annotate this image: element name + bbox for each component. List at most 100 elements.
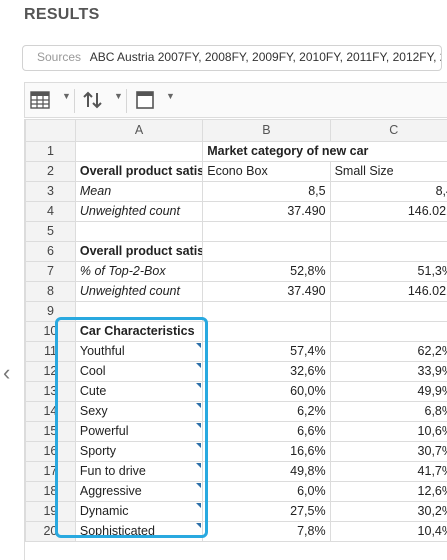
chevron-left-icon[interactable]: ‹: [3, 360, 11, 385]
row-number[interactable]: 17: [25, 461, 76, 482]
table-row: 10 Car Characteristics: [25, 321, 447, 342]
cell-b[interactable]: 32,6%: [202, 361, 331, 382]
cell-c[interactable]: 10,6%: [329, 421, 447, 442]
row-number[interactable]: 18: [25, 481, 76, 502]
cell-b[interactable]: 16,6%: [202, 441, 331, 462]
cell-a[interactable]: Car Characteristics: [74, 321, 204, 342]
cell-b[interactable]: 7,8%: [202, 521, 331, 542]
cell-a[interactable]: [74, 221, 204, 242]
corner-cell[interactable]: [25, 119, 76, 142]
column-header-b[interactable]: B: [202, 119, 331, 142]
cell-a[interactable]: Fun to drive: [74, 461, 204, 482]
cell-b[interactable]: 6,6%: [202, 421, 331, 442]
cell-a[interactable]: Cool: [74, 361, 204, 382]
row-number[interactable]: 16: [25, 441, 76, 462]
frame-icon[interactable]: [135, 90, 155, 112]
row-number[interactable]: 2: [25, 161, 76, 182]
row-number[interactable]: 3: [25, 181, 76, 202]
cell-c[interactable]: [329, 241, 447, 262]
row-number[interactable]: 5: [25, 221, 76, 242]
row-number[interactable]: 11: [25, 341, 76, 362]
cell-b[interactable]: 8,5: [202, 181, 331, 202]
cell-c[interactable]: 33,9%: [329, 361, 447, 382]
cell-a[interactable]: Overall product satisfaction: [74, 161, 204, 182]
cell-c[interactable]: [329, 321, 447, 342]
cell-b[interactable]: 52,8%: [202, 261, 331, 282]
cell-a[interactable]: Powerful: [74, 421, 204, 442]
cell-c[interactable]: [329, 221, 447, 242]
row-number[interactable]: 20: [25, 521, 76, 542]
cell-a[interactable]: Cute: [74, 381, 204, 402]
cell-b[interactable]: [202, 241, 331, 262]
cell-c[interactable]: [329, 301, 447, 322]
cell-c[interactable]: 51,3%: [329, 261, 447, 282]
cell-c[interactable]: 146.021: [329, 281, 447, 302]
cell-b[interactable]: 6,2%: [202, 401, 331, 422]
frame-menu-chevron-down-icon[interactable]: ▼: [166, 91, 175, 101]
sources-field[interactable]: Sources ABC Austria 2007FY, 2008FY, 2009…: [22, 45, 442, 71]
row-number[interactable]: 10: [25, 321, 76, 342]
column-header-c[interactable]: C: [329, 119, 447, 142]
cell-a[interactable]: Youthful: [74, 341, 204, 362]
cell-c[interactable]: 12,6%: [329, 481, 447, 502]
column-header-a[interactable]: A: [74, 119, 204, 142]
cell-c[interactable]: 10,4%: [329, 521, 447, 542]
cell-a[interactable]: Mean: [74, 181, 204, 202]
cell-a[interactable]: Aggressive: [74, 481, 204, 502]
cell-a[interactable]: [74, 141, 204, 162]
cell-b[interactable]: 60,0%: [202, 381, 331, 402]
cell-b[interactable]: [202, 301, 331, 322]
row-number[interactable]: 1: [25, 141, 76, 162]
cell-b[interactable]: Market category of new car: [202, 141, 447, 162]
row-number[interactable]: 13: [25, 381, 76, 402]
cell-c[interactable]: 62,2%: [329, 341, 447, 362]
cell-a[interactable]: % of Top-2-Box: [74, 261, 204, 282]
cell-a[interactable]: Overall product satisfaction: [74, 241, 204, 262]
cell-a[interactable]: Sophisticated: [74, 521, 204, 542]
row-number[interactable]: 19: [25, 501, 76, 522]
cell-c[interactable]: 41,7%: [329, 461, 447, 482]
cell-c[interactable]: 30,2%: [329, 501, 447, 522]
cell-b[interactable]: 27,5%: [202, 501, 331, 522]
cell-c[interactable]: 6,8%: [329, 401, 447, 422]
table-menu-chevron-down-icon[interactable]: ▼: [62, 91, 71, 101]
cell-b[interactable]: [202, 221, 331, 242]
cell-a[interactable]: [74, 301, 204, 322]
cell-c[interactable]: 30,7%: [329, 441, 447, 462]
cell-b[interactable]: [202, 321, 331, 342]
row-number[interactable]: 15: [25, 421, 76, 442]
cell-a[interactable]: Dynamic: [74, 501, 204, 522]
row-number[interactable]: 14: [25, 401, 76, 422]
table-row: 9: [25, 301, 447, 322]
cell-c[interactable]: 146.021: [329, 201, 447, 222]
cell-b[interactable]: 37.490: [202, 281, 331, 302]
cell-a[interactable]: Sexy: [74, 401, 204, 422]
spreadsheet-grid[interactable]: A B C 1 Market category of new car 2 Overal…: [24, 119, 447, 560]
row-number[interactable]: 4: [25, 201, 76, 222]
sort-menu-chevron-down-icon[interactable]: ▼: [114, 91, 123, 101]
table-icon[interactable]: [30, 90, 50, 112]
cell-c[interactable]: 49,9%: [329, 381, 447, 402]
row-number[interactable]: 12: [25, 361, 76, 382]
row-number[interactable]: 7: [25, 261, 76, 282]
cell-b[interactable]: Econo Box: [202, 161, 331, 182]
cell-b[interactable]: 57,4%: [202, 341, 331, 362]
cell-b[interactable]: 37.490: [202, 201, 331, 222]
row-number[interactable]: 9: [25, 301, 76, 322]
row-number[interactable]: 6: [25, 241, 76, 262]
cell-a[interactable]: Sporty: [74, 441, 204, 462]
sort-icon[interactable]: [82, 90, 104, 112]
cell-b[interactable]: 49,8%: [202, 461, 331, 482]
cell-c[interactable]: Small Size: [329, 161, 447, 182]
cell-c[interactable]: 8,4: [329, 181, 447, 202]
cell-a[interactable]: Unweighted count: [74, 201, 204, 222]
cell-a[interactable]: Unweighted count: [74, 281, 204, 302]
cell-b[interactable]: 6,0%: [202, 481, 331, 502]
row-number[interactable]: 8: [25, 281, 76, 302]
